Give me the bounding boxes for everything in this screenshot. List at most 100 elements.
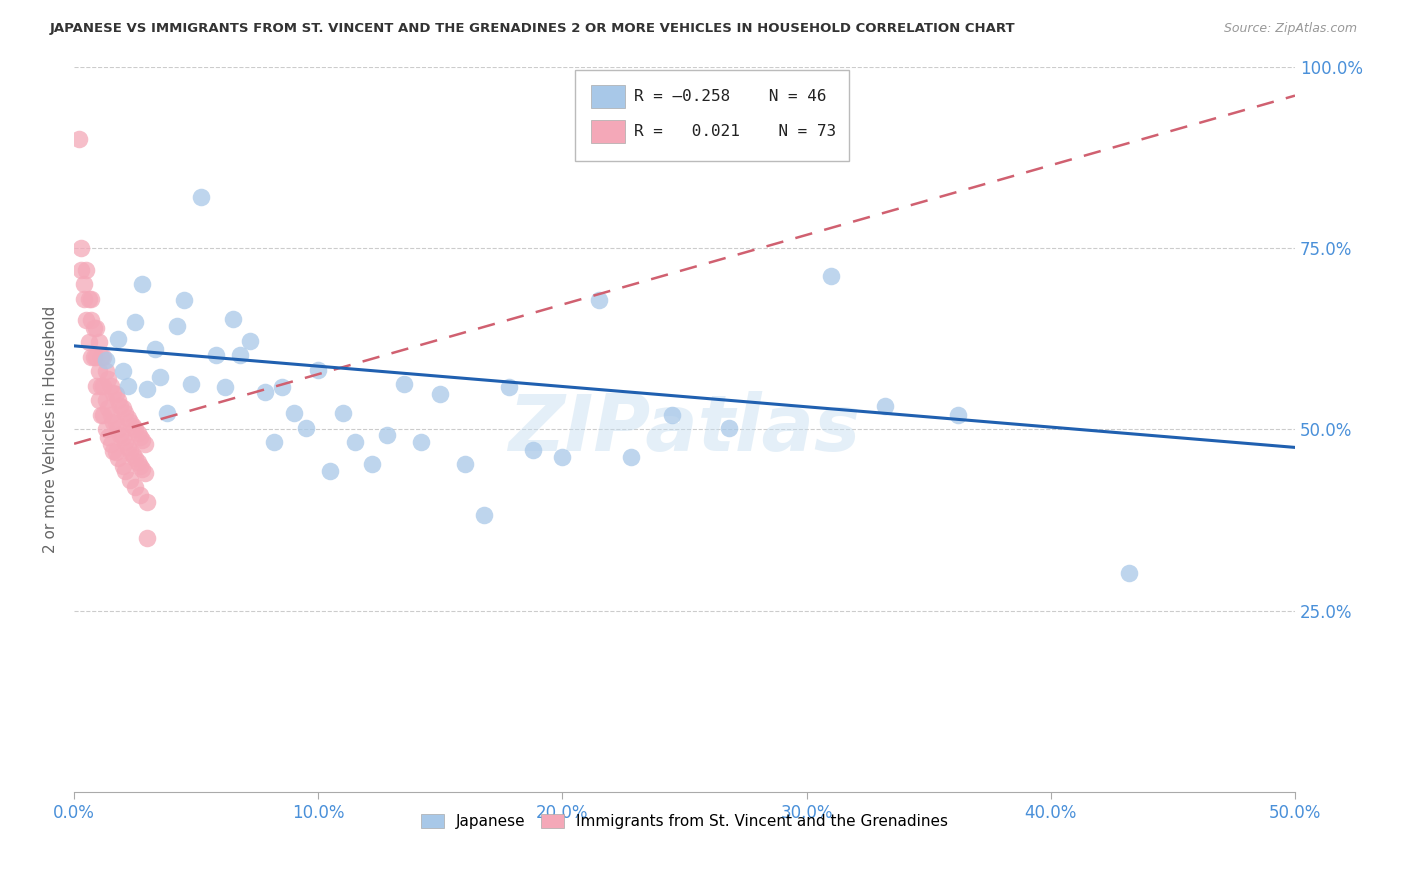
Point	[114, 406, 136, 420]
Point	[120, 444, 142, 458]
Point	[131, 433, 153, 447]
Point	[93, 408, 115, 422]
Point	[110, 399, 132, 413]
Point	[551, 450, 574, 464]
Point	[87, 335, 110, 350]
Point	[472, 508, 495, 522]
Point	[873, 399, 896, 413]
Point	[454, 457, 477, 471]
Point	[270, 380, 292, 394]
Point	[114, 464, 136, 478]
Text: R = –0.258    N = 46: R = –0.258 N = 46	[634, 89, 827, 103]
Point	[83, 350, 105, 364]
Point	[361, 457, 384, 471]
Point	[75, 313, 97, 327]
Point	[239, 334, 262, 348]
Point	[121, 418, 143, 433]
Point	[295, 421, 318, 435]
Point	[166, 319, 188, 334]
Point	[111, 364, 134, 378]
Point	[283, 406, 305, 420]
Point	[110, 428, 132, 442]
Point	[156, 406, 179, 420]
Point	[129, 458, 152, 473]
Point	[190, 190, 212, 204]
Point	[104, 387, 127, 401]
Point	[107, 451, 129, 466]
Point	[134, 466, 156, 480]
Point	[117, 378, 139, 392]
Point	[409, 435, 432, 450]
Point	[80, 313, 103, 327]
Text: Source: ZipAtlas.com: Source: ZipAtlas.com	[1223, 22, 1357, 36]
Point	[375, 428, 398, 442]
Point	[94, 364, 117, 378]
Point	[100, 437, 122, 451]
Point	[124, 451, 146, 466]
Point	[124, 480, 146, 494]
Point	[117, 441, 139, 455]
Point	[124, 422, 146, 436]
Point	[80, 350, 103, 364]
Text: R =   0.021    N = 73: R = 0.021 N = 73	[634, 124, 837, 138]
Point	[70, 241, 93, 255]
Point	[84, 320, 107, 334]
Point	[101, 415, 124, 429]
Point	[117, 411, 139, 425]
Point	[307, 363, 329, 377]
Point	[83, 320, 105, 334]
Point	[111, 401, 134, 415]
Point	[93, 350, 115, 364]
Point	[104, 417, 127, 431]
Point	[131, 462, 153, 476]
Point	[101, 444, 124, 458]
Point	[129, 487, 152, 501]
Point	[107, 332, 129, 346]
Point	[498, 380, 520, 394]
Point	[107, 393, 129, 408]
FancyBboxPatch shape	[591, 120, 624, 143]
Point	[93, 378, 115, 392]
Point	[100, 408, 122, 422]
Point	[120, 415, 142, 429]
Point	[94, 422, 117, 436]
Point	[319, 464, 342, 478]
Point	[97, 371, 120, 385]
Point	[620, 450, 643, 464]
Point	[111, 458, 134, 473]
Point	[100, 378, 122, 392]
Point	[77, 335, 100, 350]
Point	[214, 380, 236, 394]
Point	[114, 435, 136, 450]
Point	[588, 293, 610, 308]
Point	[90, 408, 112, 422]
Point	[127, 425, 149, 440]
Point	[820, 268, 842, 283]
Point	[173, 293, 195, 308]
Point	[263, 435, 285, 450]
Point	[180, 377, 202, 392]
Point	[120, 473, 142, 487]
Point	[104, 445, 127, 459]
Text: ZIPatlas: ZIPatlas	[509, 392, 860, 467]
FancyBboxPatch shape	[575, 70, 849, 161]
Point	[134, 437, 156, 451]
Point	[87, 364, 110, 378]
Point	[90, 378, 112, 392]
Point	[392, 377, 415, 392]
Point	[127, 455, 149, 469]
Y-axis label: 2 or more Vehicles in Household: 2 or more Vehicles in Household	[44, 306, 58, 553]
Point	[84, 350, 107, 364]
Point	[1118, 566, 1140, 580]
Point	[121, 448, 143, 462]
Point	[75, 262, 97, 277]
Point	[107, 422, 129, 436]
Point	[97, 429, 120, 443]
Point	[111, 429, 134, 443]
Point	[717, 421, 740, 435]
Point	[77, 292, 100, 306]
Point	[90, 350, 112, 364]
Point	[94, 353, 117, 368]
Point	[332, 406, 354, 420]
Point	[204, 348, 226, 362]
